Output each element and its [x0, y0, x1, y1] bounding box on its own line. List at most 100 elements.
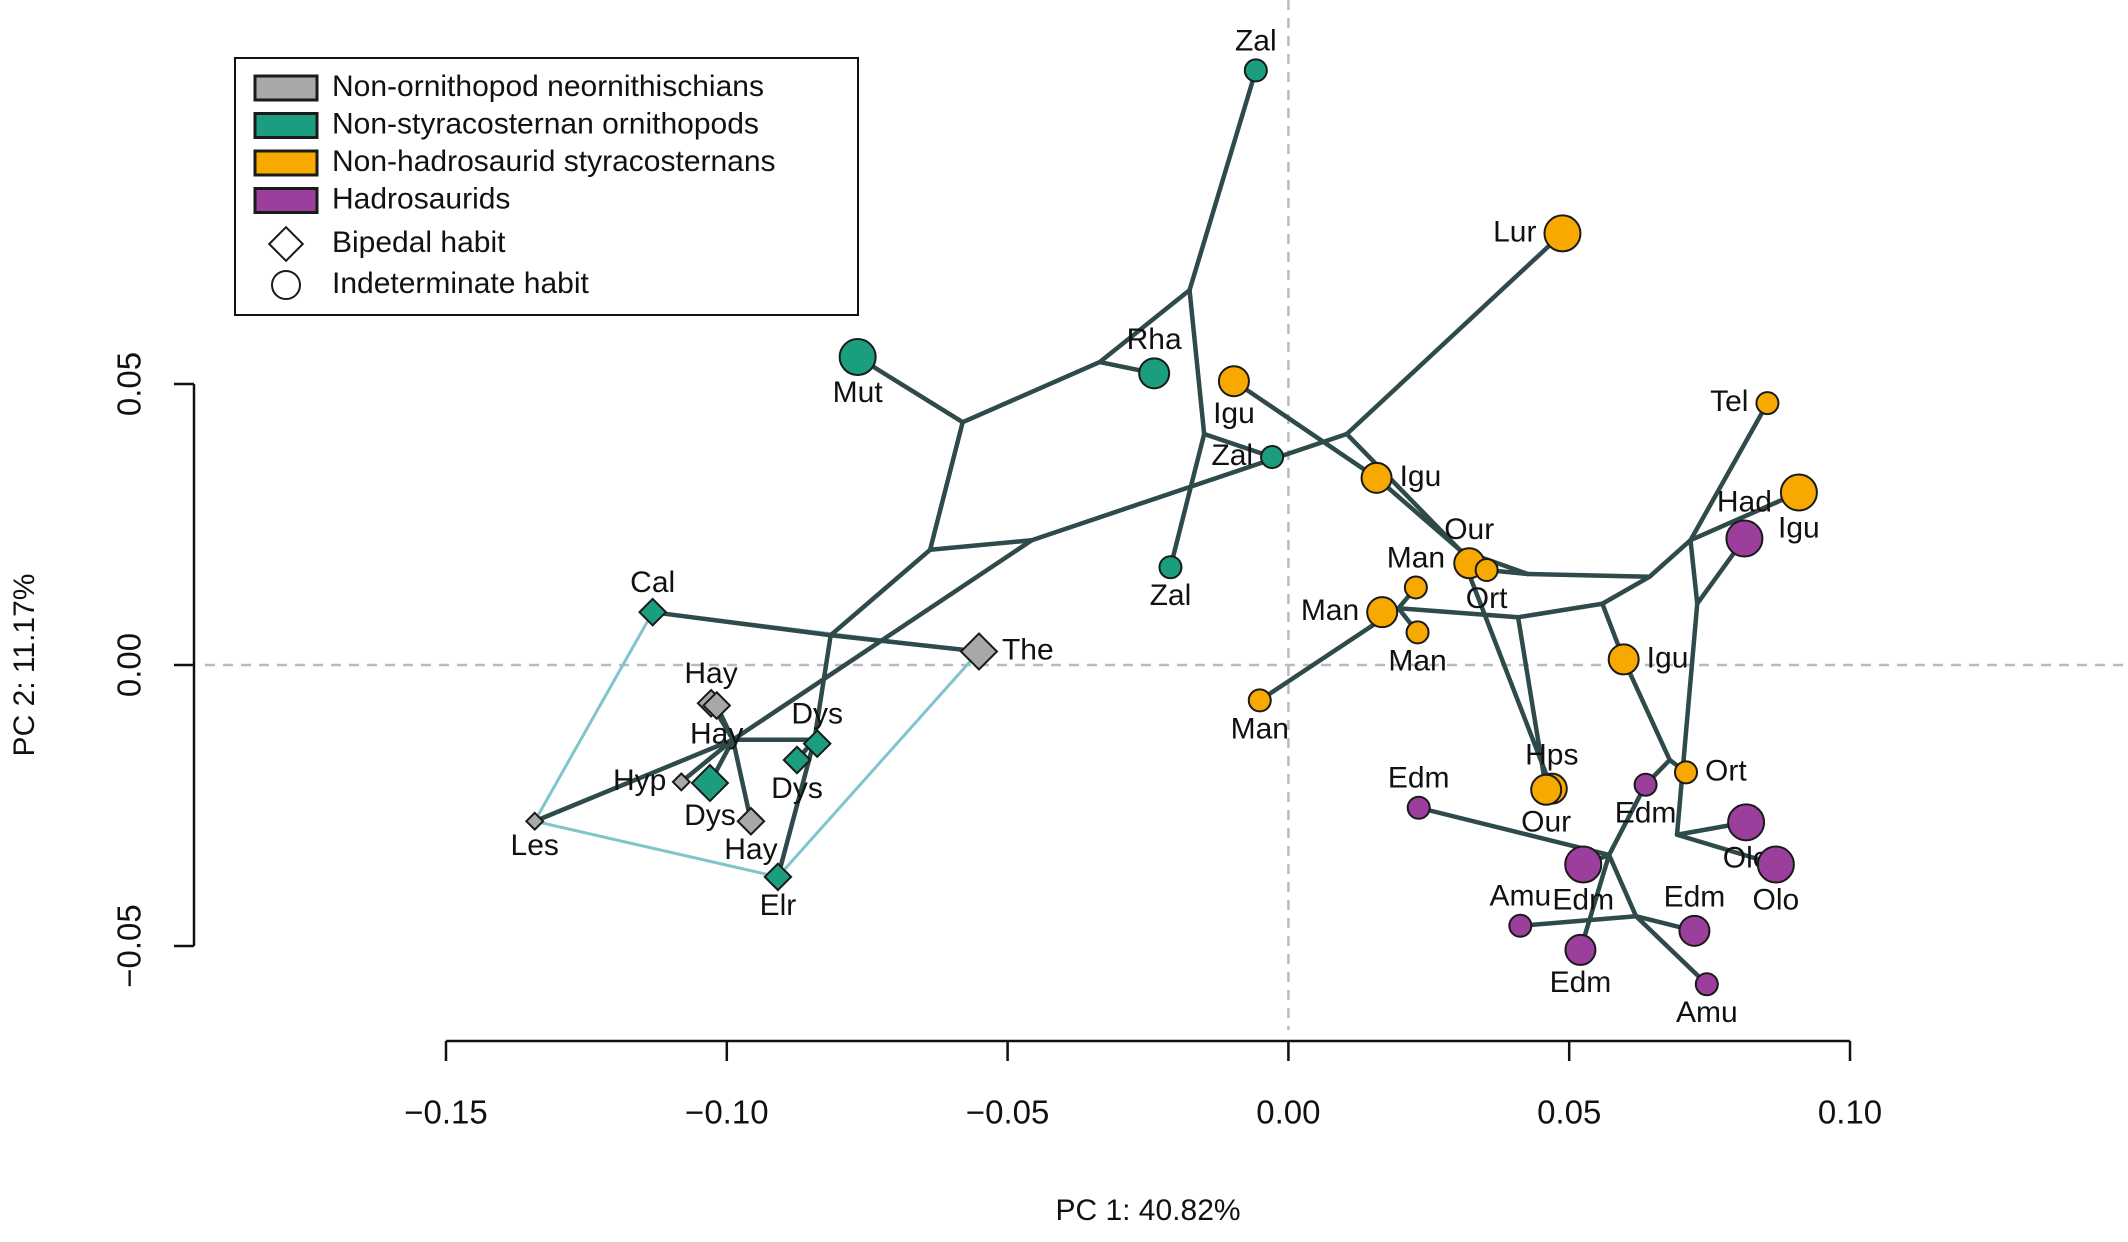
branch: [1688, 400, 1770, 543]
x-tick-label: 0.05: [1537, 1094, 1601, 1131]
point-label: Zal: [1211, 439, 1253, 472]
branch: [828, 547, 933, 638]
y-tick-label: 0.00: [111, 633, 148, 697]
point-label: Hay: [724, 833, 777, 866]
legend-box: [234, 57, 859, 316]
diamond-marker: [802, 729, 832, 759]
branch: [1647, 537, 1693, 580]
legend-label: Hadrosaurids: [332, 182, 510, 215]
branch: [1396, 605, 1521, 620]
branch: [1515, 614, 1549, 793]
branch: [1187, 68, 1259, 293]
x-axis-label: PC 1: 40.82%: [1055, 1194, 1240, 1227]
point-label: Man: [1301, 594, 1359, 627]
circle-marker: [1633, 772, 1658, 797]
circle-marker: [1405, 620, 1430, 645]
legend-label: Non-hadrosaurid styracosternans: [332, 145, 776, 178]
circle-marker: [838, 338, 877, 377]
circle-marker: [1260, 445, 1285, 470]
legend: Non-ornithopod neornithischians Non-styra…: [234, 57, 859, 316]
branch: [1374, 475, 1462, 553]
legend-swatch: [253, 74, 319, 102]
branch: [960, 359, 1102, 425]
x-tick-label: 0.10: [1818, 1094, 1882, 1131]
branch: [1344, 231, 1565, 437]
circle-marker: [1694, 972, 1719, 997]
y-tick-label: −0.05: [111, 904, 148, 988]
point-label: Our: [1444, 513, 1494, 546]
point-label: Hps: [1525, 739, 1578, 772]
branch: [1674, 601, 1700, 837]
circle-marker: [1564, 845, 1603, 884]
diamond-marker: [763, 862, 793, 892]
point-label: Man: [1231, 712, 1289, 745]
legend-swatch: [253, 187, 319, 214]
legend-label: Non-styracosternan ornithopods: [332, 107, 759, 140]
circle-marker: [1727, 803, 1766, 842]
branch: [1344, 431, 1462, 553]
branch: [1029, 431, 1350, 543]
circle-marker: [1674, 760, 1699, 785]
point-label: Hay: [684, 657, 737, 690]
point-label: Hyp: [613, 764, 666, 797]
branch: [927, 419, 965, 553]
diamond-marker: [524, 811, 545, 832]
branch: [855, 354, 965, 425]
circle-marker: [1406, 795, 1431, 820]
circle-marker: [1403, 575, 1428, 600]
diamond-marker: [690, 763, 730, 803]
point-label: Edm: [1550, 966, 1612, 999]
branch: [1606, 782, 1648, 858]
diamond-marker: [959, 632, 999, 671]
point-label: Edm: [1664, 881, 1726, 914]
branch: [1688, 490, 1802, 543]
circle-marker: [1366, 596, 1399, 629]
branch: [828, 632, 982, 654]
circle-marker: [1360, 461, 1393, 494]
branch: [1097, 287, 1192, 365]
point-label: Dys: [771, 772, 823, 805]
x-tick-label: −0.05: [966, 1094, 1050, 1131]
point-label: Lur: [1493, 215, 1536, 248]
legend-label: Non-ornithopod neornithischians: [332, 70, 764, 103]
branch: [1457, 547, 1555, 791]
branch: [730, 537, 1034, 742]
point-label: Our: [1521, 806, 1571, 839]
branch: [1621, 657, 1672, 763]
x-tick-label: −0.15: [404, 1094, 488, 1131]
point-label: Man: [1387, 541, 1445, 574]
point-label: Olo: [1753, 883, 1800, 916]
branch: [1578, 852, 1612, 953]
circle-marker: [1530, 773, 1563, 806]
point-label: Edm: [1388, 762, 1450, 795]
point-label: Tel: [1710, 385, 1748, 418]
y-tick-label: 0.05: [111, 352, 148, 416]
diamond-marker: [702, 690, 732, 721]
point-label: Dys: [684, 799, 736, 832]
legend-swatch: [253, 112, 319, 139]
branch: [1518, 913, 1639, 929]
circle-marker: [1474, 558, 1499, 583]
circle-marker: [1564, 933, 1597, 966]
circle-marker: [1508, 913, 1533, 938]
branch: [927, 537, 1034, 553]
point-label: Rha: [1127, 323, 1182, 356]
circle-marker: [271, 270, 301, 300]
point-label: Amu: [1489, 880, 1551, 913]
diamond-marker: [782, 745, 812, 775]
point-label: Elr: [760, 889, 797, 922]
point-label: Zal: [1150, 579, 1192, 612]
point-label: Amu: [1676, 996, 1738, 1029]
point-label: Dys: [791, 698, 843, 731]
y-axis-label: PC 2: 11.17%: [8, 574, 41, 757]
point-label: Igu: [1778, 511, 1820, 544]
point-label: Hay: [690, 717, 743, 750]
circle-marker: [1158, 555, 1183, 580]
branch: [1688, 537, 1700, 606]
branch: [812, 632, 833, 742]
circle-marker: [1678, 914, 1711, 947]
point-label: Had: [1717, 485, 1772, 518]
branch: [1633, 913, 1710, 987]
point-label: Igu: [1647, 641, 1689, 674]
